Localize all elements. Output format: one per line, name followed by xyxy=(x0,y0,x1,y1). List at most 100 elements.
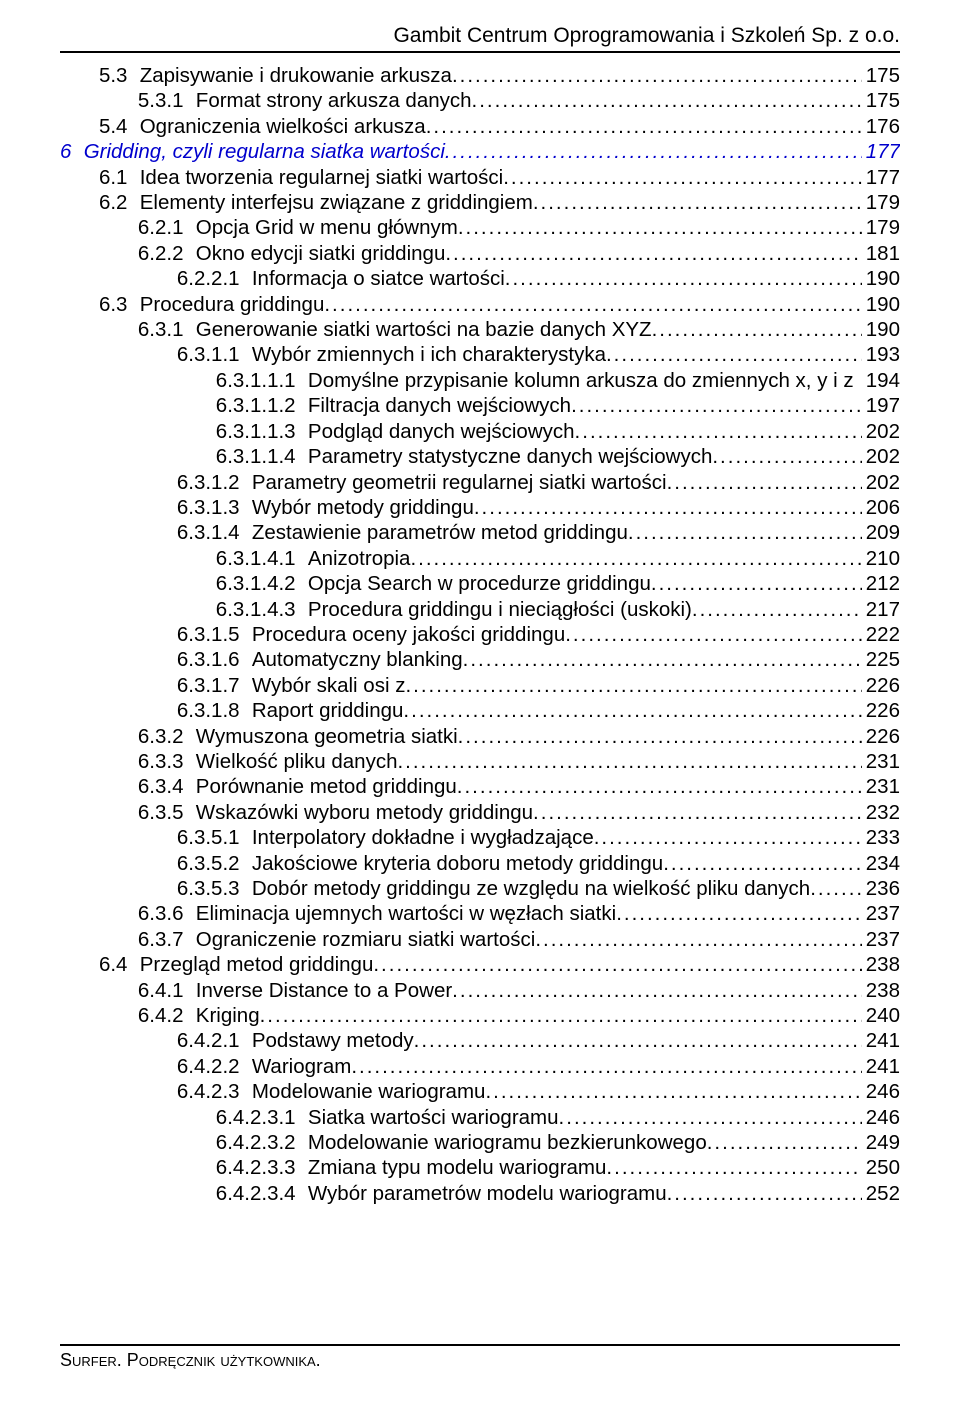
toc-entry[interactable]: 6.3.1.1.1Domyślne przypisanie kolumn ark… xyxy=(60,368,900,393)
toc-entry-number: 6.2.2.1 xyxy=(177,266,240,291)
toc-entry-number: 6.3.1 xyxy=(138,317,184,342)
toc-entry-number: 6.4 xyxy=(99,952,128,977)
toc-entry-label: Wskazówki wyboru metody griddingu xyxy=(184,800,534,825)
toc-entry[interactable]: 6.4.2.3.1Siatka wartości wariogramu246 xyxy=(60,1105,900,1130)
toc-entry-page: 197 xyxy=(862,393,900,418)
toc-leader-dots xyxy=(260,1003,862,1028)
toc-entry[interactable]: 6Gridding, czyli regularna siatka wartoś… xyxy=(60,139,900,164)
toc-entry[interactable]: 6.3.7Ograniczenie rozmiaru siatki wartoś… xyxy=(60,927,900,952)
toc-entry-number: 6.3.1.1 xyxy=(177,342,240,367)
toc-entry[interactable]: 6.3.4Porównanie metod griddingu231 xyxy=(60,774,900,799)
toc-entry[interactable]: 6.3.5.1Interpolatory dokładne i wygładza… xyxy=(60,825,900,850)
toc-entry-page: 240 xyxy=(862,1003,900,1028)
toc-entry-page: 206 xyxy=(862,495,900,520)
toc-entry-page: 179 xyxy=(862,190,900,215)
toc-entry[interactable]: 6.4.2Kriging240 xyxy=(60,1003,900,1028)
toc-entry[interactable]: 6.3Procedura griddingu190 xyxy=(60,292,900,317)
toc-entry[interactable]: 6.3.1.5Procedura oceny jakości griddingu… xyxy=(60,622,900,647)
toc-leader-dots xyxy=(351,1054,861,1079)
toc-entry-number: 6.4.2 xyxy=(138,1003,184,1028)
toc-entry-page: 177 xyxy=(862,165,900,190)
toc-entry[interactable]: 6.3.1.2Parametry geometrii regularnej si… xyxy=(60,470,900,495)
toc-entry[interactable]: 6.3.3Wielkość pliku danych231 xyxy=(60,749,900,774)
toc-entry-label: Anizotropia xyxy=(296,546,411,571)
toc-leader-dots xyxy=(810,876,862,901)
toc-entry-number: 6.3.1.3 xyxy=(177,495,240,520)
toc-leader-dots xyxy=(575,419,862,444)
toc-entry[interactable]: 5.4Ograniczenia wielkości arkusza176 xyxy=(60,114,900,139)
toc-entry[interactable]: 6.4Przegląd metod griddingu238 xyxy=(60,952,900,977)
toc-leader-dots xyxy=(692,597,862,622)
toc-entry-number: 6.2 xyxy=(99,190,128,215)
toc-entry-number: 6.3.2 xyxy=(138,724,184,749)
toc-entry[interactable]: 6.3.1.3Wybór metody griddingu206 xyxy=(60,495,900,520)
toc-entry[interactable]: 6.3.2Wymuszona geometria siatki226 xyxy=(60,724,900,749)
toc-entry[interactable]: 6.3.1.1.3Podgląd danych wejściowych202 xyxy=(60,419,900,444)
toc-entry[interactable]: 6.3.1.6Automatyczny blanking225 xyxy=(60,647,900,672)
toc-entry-page: 210 xyxy=(862,546,900,571)
toc-entry-number: 6.3.1.4 xyxy=(177,520,240,545)
toc-entry-number: 6.4.2.3.3 xyxy=(216,1155,296,1180)
toc-entry-page: 202 xyxy=(862,419,900,444)
toc-entry[interactable]: 6.3.6Eliminacja ujemnych wartości w węzł… xyxy=(60,901,900,926)
toc-entry[interactable]: 6.3.5Wskazówki wyboru metody griddingu23… xyxy=(60,800,900,825)
toc-entry-page: 241 xyxy=(862,1054,900,1079)
toc-entry-page: 252 xyxy=(862,1181,900,1206)
toc-entry-number: 6.3.5.1 xyxy=(177,825,240,850)
toc-entry[interactable]: 6.3.1.4.2Opcja Search w procedurze gridd… xyxy=(60,571,900,596)
toc-entry-page: 234 xyxy=(862,851,900,876)
toc-entry[interactable]: 6.3.1.1.2Filtracja danych wejściowych197 xyxy=(60,393,900,418)
toc-entry-label: Podstawy metody xyxy=(240,1028,414,1053)
toc-entry[interactable]: 6.4.2.3Modelowanie wariogramu246 xyxy=(60,1079,900,1104)
toc-entry[interactable]: 5.3Zapisywanie i drukowanie arkusza175 xyxy=(60,63,900,88)
toc-entry[interactable]: 6.3.5.2Jakościowe kryteria doboru metody… xyxy=(60,851,900,876)
toc-entry[interactable]: 6.3.1.7Wybór skali osi z226 xyxy=(60,673,900,698)
toc-entry[interactable]: 6.3.1.8Raport griddingu226 xyxy=(60,698,900,723)
toc-leader-dots xyxy=(667,470,862,495)
toc-entry[interactable]: 6.4.2.3.3Zmiana typu modelu wariogramu25… xyxy=(60,1155,900,1180)
toc-entry[interactable]: 6.3.1.1.4Parametry statystyczne danych w… xyxy=(60,444,900,469)
toc-entry-label: Opcja Grid w menu głównym xyxy=(184,215,458,240)
toc-leader-dots xyxy=(452,978,862,1003)
toc-entry[interactable]: 6.3.5.3Dobór metody griddingu ze względu… xyxy=(60,876,900,901)
toc-leader-dots xyxy=(426,114,862,139)
toc-entry[interactable]: 6.2.2Okno edycji siatki griddingu181 xyxy=(60,241,900,266)
toc-entry[interactable]: 6.3.1.4Zestawienie parametrów metod grid… xyxy=(60,520,900,545)
toc-entry-label: Parametry statystyczne danych wejściowyc… xyxy=(296,444,713,469)
toc-entry[interactable]: 6.4.2.2Wariogram241 xyxy=(60,1054,900,1079)
toc-leader-dots xyxy=(651,571,862,596)
toc-leader-dots xyxy=(616,901,862,926)
toc-leader-dots xyxy=(667,1181,862,1206)
toc-entry-label: Porównanie metod griddingu xyxy=(184,774,457,799)
toc-entry[interactable]: 6.3.1.4.3Procedura griddingu i nieciągło… xyxy=(60,597,900,622)
toc-entry-label: Jakościowe kryteria doboru metody griddi… xyxy=(240,851,664,876)
toc-entry[interactable]: 6.4.2.3.2Modelowanie wariogramu bezkieru… xyxy=(60,1130,900,1155)
toc-entry-number: 6.3.5.3 xyxy=(177,876,240,901)
toc-entry[interactable]: 6.3.1.1Wybór zmiennych i ich charakterys… xyxy=(60,342,900,367)
toc-entry-page: 249 xyxy=(862,1130,900,1155)
toc-entry-number: 6.3.1.1.4 xyxy=(216,444,296,469)
toc-entry[interactable]: 5.3.1Format strony arkusza danych175 xyxy=(60,88,900,113)
toc-leader-dots xyxy=(559,1105,862,1130)
toc-entry-label: Wybór parametrów modelu wariogramu xyxy=(296,1181,667,1206)
toc-leader-dots xyxy=(712,444,861,469)
toc-entry-page: 193 xyxy=(862,342,900,367)
toc-entry[interactable]: 6.2Elementy interfejsu związane z griddi… xyxy=(60,190,900,215)
toc-entry[interactable]: 6.4.2.1Podstawy metody241 xyxy=(60,1028,900,1053)
toc-entry-page: 176 xyxy=(862,114,900,139)
toc-entry-page: 238 xyxy=(862,978,900,1003)
toc-leader-dots xyxy=(628,520,862,545)
toc-entry[interactable]: 6.2.1Opcja Grid w menu głównym179 xyxy=(60,215,900,240)
toc-entry[interactable]: 6.1Idea tworzenia regularnej siatki wart… xyxy=(60,165,900,190)
toc-entry[interactable]: 6.3.1Generowanie siatki wartości na bazi… xyxy=(60,317,900,342)
toc-entry[interactable]: 6.3.1.4.1Anizotropia210 xyxy=(60,546,900,571)
toc-leader-dots xyxy=(458,215,862,240)
toc-entry-label: Filtracja danych wejściowych xyxy=(296,393,571,418)
toc-entry[interactable]: 6.2.2.1Informacja o siatce wartości190 xyxy=(60,266,900,291)
toc-entry-label: Wybór zmiennych i ich charakterystyka xyxy=(240,342,606,367)
toc-entry-page: 177 xyxy=(862,139,900,164)
toc-entry[interactable]: 6.4.2.3.4Wybór parametrów modelu wariogr… xyxy=(60,1181,900,1206)
toc-entry[interactable]: 6.4.1Inverse Distance to a Power238 xyxy=(60,978,900,1003)
toc-entry-page: 181 xyxy=(862,241,900,266)
toc-entry-label: Ograniczenie rozmiaru siatki wartości xyxy=(184,927,536,952)
